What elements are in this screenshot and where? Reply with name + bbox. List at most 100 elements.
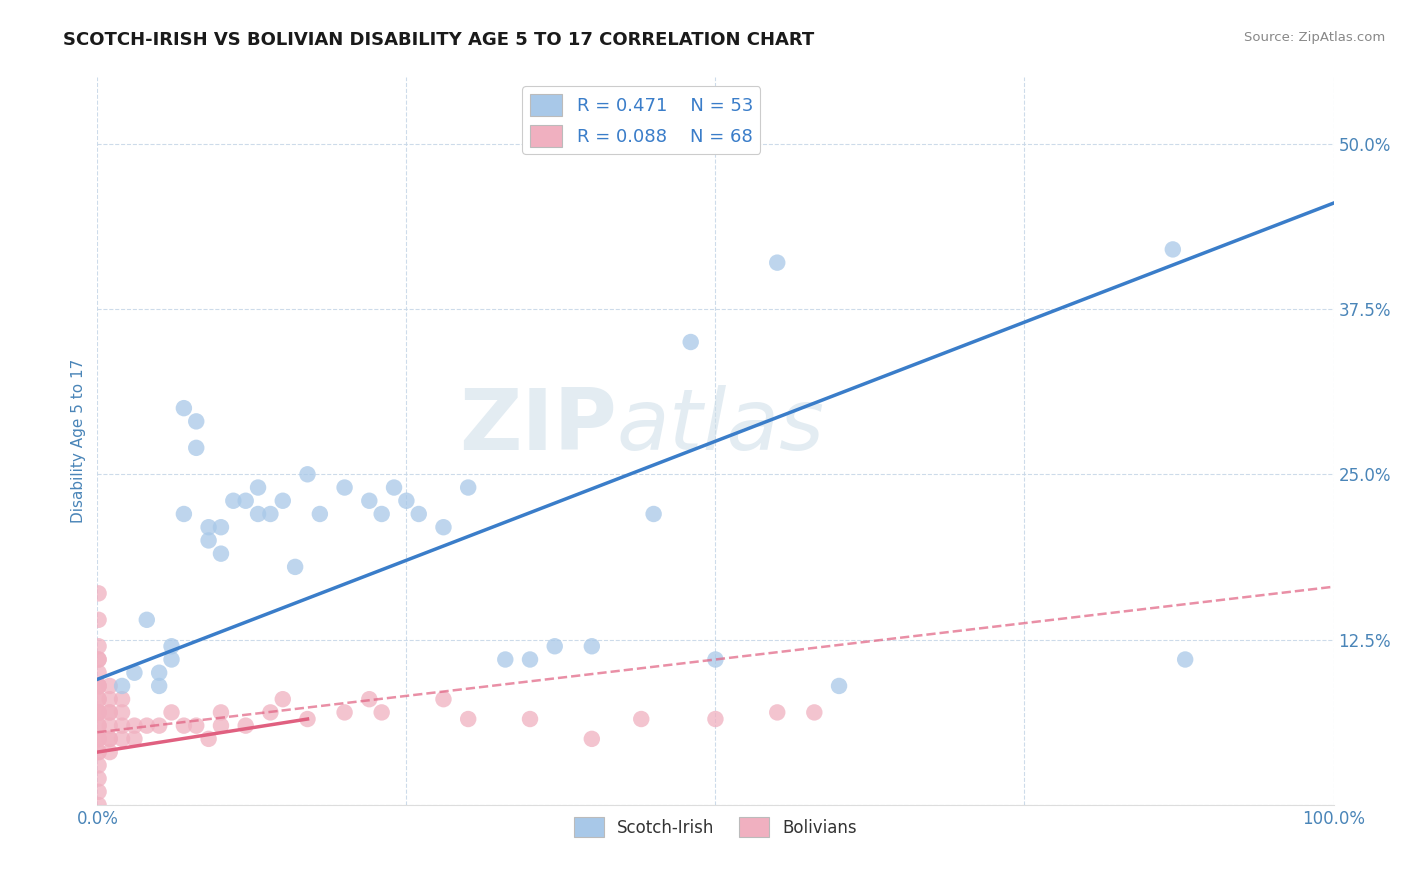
Point: [630, 712, 652, 726]
Point: [148, 665, 170, 680]
Point: [124, 731, 146, 746]
Point: [124, 718, 146, 732]
Text: atlas: atlas: [617, 385, 824, 468]
Point: [111, 692, 134, 706]
Point: [111, 731, 134, 746]
Point: [271, 692, 294, 706]
Point: [766, 706, 789, 720]
Point: [209, 547, 232, 561]
Point: [1174, 652, 1197, 666]
Point: [643, 507, 665, 521]
Point: [135, 613, 157, 627]
Point: [209, 706, 232, 720]
Legend: Scotch-Irish, Bolivians: Scotch-Irish, Bolivians: [567, 810, 863, 844]
Point: [87, 731, 110, 746]
Point: [370, 706, 392, 720]
Point: [111, 718, 134, 732]
Point: [519, 712, 541, 726]
Point: [308, 507, 330, 521]
Point: [519, 652, 541, 666]
Point: [333, 706, 356, 720]
Point: [87, 665, 110, 680]
Point: [359, 493, 381, 508]
Point: [370, 507, 392, 521]
Point: [148, 679, 170, 693]
Point: [544, 640, 567, 654]
Point: [87, 731, 110, 746]
Point: [87, 785, 110, 799]
Point: [87, 706, 110, 720]
Point: [408, 507, 430, 521]
Point: [87, 679, 110, 693]
Point: [87, 613, 110, 627]
Point: [87, 745, 110, 759]
Point: [259, 507, 281, 521]
Text: SCOTCH-IRISH VS BOLIVIAN DISABILITY AGE 5 TO 17 CORRELATION CHART: SCOTCH-IRISH VS BOLIVIAN DISABILITY AGE …: [63, 31, 814, 49]
Point: [87, 679, 110, 693]
Point: [87, 758, 110, 772]
Point: [160, 706, 183, 720]
Point: [87, 718, 110, 732]
Point: [87, 652, 110, 666]
Point: [457, 712, 479, 726]
Point: [186, 414, 208, 428]
Point: [98, 706, 121, 720]
Point: [87, 797, 110, 812]
Point: [98, 706, 121, 720]
Point: [209, 520, 232, 534]
Point: [197, 731, 219, 746]
Point: [247, 507, 270, 521]
Point: [197, 533, 219, 548]
Y-axis label: Disability Age 5 to 17: Disability Age 5 to 17: [72, 359, 86, 524]
Point: [235, 493, 257, 508]
Point: [87, 692, 110, 706]
Point: [160, 640, 183, 654]
Point: [87, 718, 110, 732]
Point: [87, 640, 110, 654]
Point: [209, 718, 232, 732]
Point: [235, 718, 257, 732]
Point: [148, 718, 170, 732]
Point: [803, 706, 825, 720]
Point: [297, 467, 319, 482]
Point: [432, 520, 454, 534]
Text: Source: ZipAtlas.com: Source: ZipAtlas.com: [1244, 31, 1385, 45]
Point: [87, 692, 110, 706]
Point: [186, 441, 208, 455]
Point: [432, 692, 454, 706]
Point: [87, 679, 110, 693]
Point: [173, 401, 195, 416]
Point: [359, 692, 381, 706]
Point: [581, 731, 603, 746]
Point: [98, 731, 121, 746]
Point: [124, 665, 146, 680]
Point: [704, 712, 727, 726]
Point: [98, 745, 121, 759]
Point: [87, 652, 110, 666]
Point: [457, 481, 479, 495]
Point: [87, 586, 110, 600]
Point: [160, 652, 183, 666]
Point: [197, 520, 219, 534]
Point: [581, 640, 603, 654]
Text: ZIP: ZIP: [458, 385, 617, 468]
Point: [98, 718, 121, 732]
Point: [111, 706, 134, 720]
Point: [333, 481, 356, 495]
Point: [297, 712, 319, 726]
Point: [766, 255, 789, 269]
Point: [679, 334, 702, 349]
Point: [704, 652, 727, 666]
Point: [111, 679, 134, 693]
Point: [382, 481, 405, 495]
Point: [87, 731, 110, 746]
Point: [1161, 243, 1184, 257]
Point: [87, 772, 110, 786]
Point: [173, 507, 195, 521]
Point: [271, 493, 294, 508]
Point: [87, 706, 110, 720]
Point: [87, 745, 110, 759]
Point: [828, 679, 851, 693]
Point: [494, 652, 516, 666]
Point: [98, 692, 121, 706]
